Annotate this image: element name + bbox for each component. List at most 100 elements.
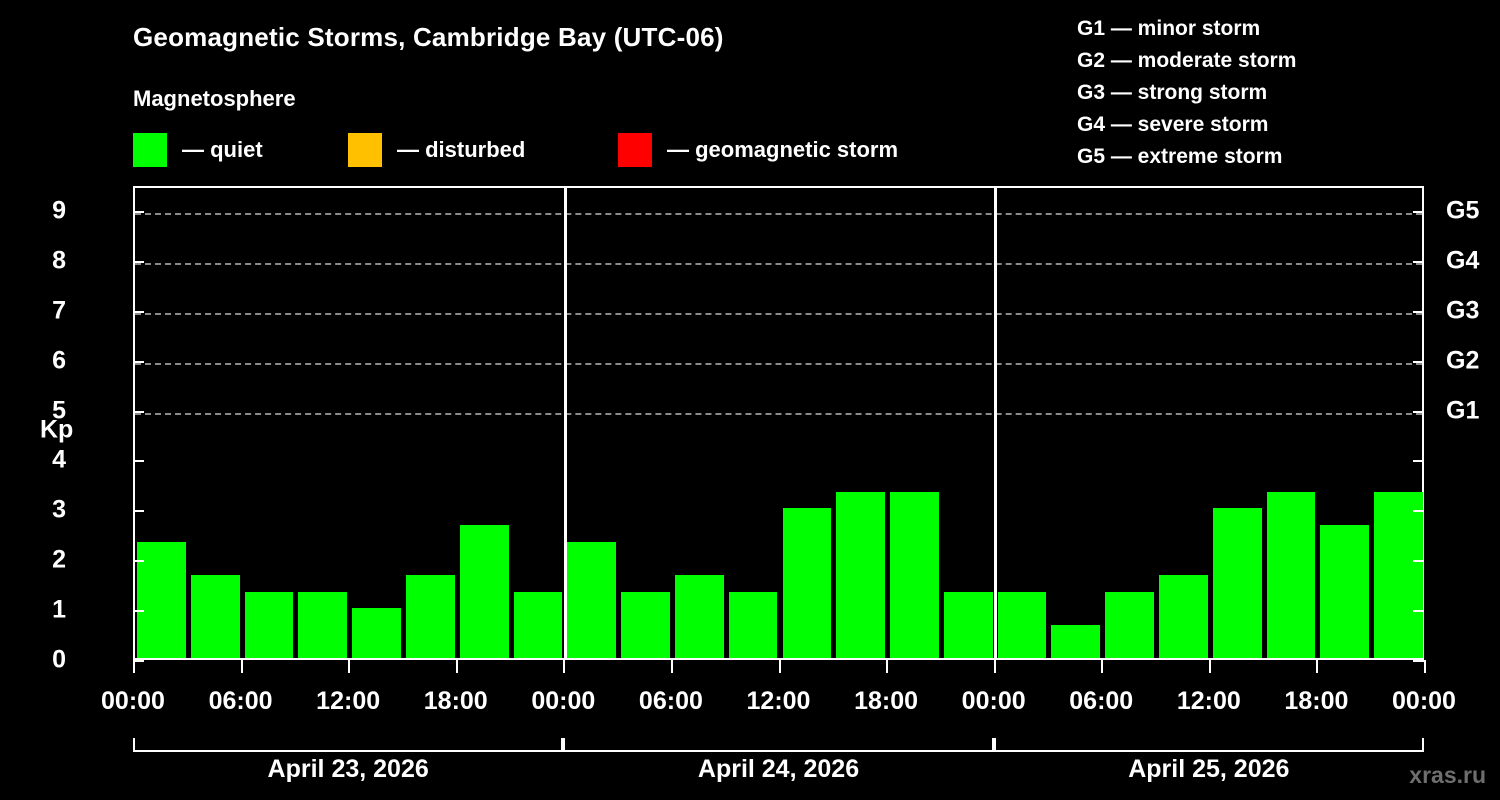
x-tick-label-3: 18:00 — [423, 687, 488, 715]
y-tick-mark-3 — [133, 510, 144, 513]
x-tick-label-10: 12:00 — [1176, 687, 1241, 715]
x-tick-label-2: 12:00 — [316, 687, 381, 715]
legend-swatch-quiet-icon — [133, 133, 167, 167]
y-tick-mark-4 — [133, 460, 144, 463]
bar[interactable] — [1051, 624, 1101, 658]
bar[interactable] — [298, 591, 348, 658]
y-tick-label-2: 2 — [52, 545, 66, 574]
x-tick-label-8: 00:00 — [961, 687, 1026, 715]
bar[interactable] — [459, 524, 509, 658]
x-tick-label-6: 12:00 — [746, 687, 811, 715]
legend-item-label: — disturbed — [397, 137, 526, 162]
y-tick-label-5: 5 — [52, 396, 66, 425]
x-tick-mark-5 — [670, 660, 673, 673]
watermark: xras.ru — [1409, 762, 1486, 788]
x-tick-mark-7 — [886, 660, 889, 673]
legend-item-quiet[interactable]: — quiet — [133, 133, 263, 167]
bar[interactable] — [513, 591, 563, 658]
legend-swatch-geomagnetic-storm-icon — [618, 133, 652, 167]
plot-area — [133, 186, 1424, 660]
x-tick-mark-3 — [455, 660, 458, 673]
y-tick-mark-1 — [133, 610, 144, 613]
y-tick-mark-8 — [133, 260, 144, 263]
y-tick-label-9: 9 — [52, 196, 66, 225]
bar[interactable] — [1159, 574, 1208, 658]
legend-item-disturbed[interactable]: — disturbed — [348, 133, 525, 167]
bar[interactable] — [1374, 491, 1423, 658]
bar[interactable] — [137, 541, 186, 658]
y-tick-label-7: 7 — [52, 296, 66, 325]
bar[interactable] — [352, 608, 401, 658]
bar[interactable] — [836, 491, 886, 658]
y-tick-mark-right-0 — [1413, 660, 1424, 662]
x-tick-mark-8 — [993, 660, 996, 673]
y-tick-mark-2 — [133, 560, 144, 563]
x-tick-label-7: 18:00 — [854, 687, 919, 715]
y-tick-label-4: 4 — [52, 445, 66, 474]
bar[interactable] — [1320, 524, 1370, 658]
g-scale-row-5: G5 — extreme storm — [1077, 145, 1283, 168]
right-axis-tick-G5: G5 — [1446, 196, 1480, 225]
x-tick-mark-6 — [778, 660, 781, 673]
g-scale-row-3: G3 — strong storm — [1077, 81, 1268, 104]
y-tick-label-8: 8 — [52, 246, 66, 275]
x-tick-mark-9 — [1101, 660, 1104, 673]
y-tick-mark-right-1 — [1413, 610, 1424, 613]
x-tick-label-11: 18:00 — [1284, 687, 1349, 715]
bar[interactable] — [782, 508, 832, 658]
x-tick-mark-2 — [348, 660, 351, 673]
x-tick-mark-12 — [1424, 660, 1426, 673]
x-tick-mark-0 — [133, 660, 135, 673]
g-scale-row-2: G2 — moderate storm — [1077, 49, 1297, 72]
x-tick-mark-11 — [1316, 660, 1319, 673]
bar[interactable] — [621, 591, 670, 658]
day-label-1: April 23, 2026 — [267, 755, 429, 783]
gridline-kp-7 — [135, 312, 1422, 315]
y-tick-mark-right-8 — [1413, 260, 1424, 263]
y-tick-mark-right-9 — [1413, 210, 1424, 213]
day-bracket-2 — [563, 738, 994, 752]
day-label-2: April 24, 2026 — [697, 755, 860, 783]
bar[interactable] — [997, 591, 1047, 658]
bar[interactable] — [674, 574, 724, 658]
x-tick-label-12: 00:00 — [1392, 687, 1456, 715]
x-tick-label-5: 06:00 — [638, 687, 703, 715]
magnetosphere-label: Magnetosphere — [133, 86, 296, 111]
day-separator-2 — [994, 188, 998, 658]
bar[interactable] — [1212, 508, 1262, 658]
day-bracket-1 — [133, 738, 564, 752]
gridline-kp-8 — [135, 262, 1422, 265]
y-tick-mark-5 — [133, 410, 144, 413]
x-tick-label-4: 00:00 — [531, 687, 596, 715]
x-tick-mark-1 — [240, 660, 243, 673]
bar[interactable] — [405, 574, 455, 658]
bar[interactable] — [190, 574, 240, 658]
x-tick-label-9: 06:00 — [1069, 687, 1134, 715]
legend-item-geomagnetic-storm[interactable]: — geomagnetic storm — [618, 133, 898, 167]
right-axis-tick-G3: G3 — [1446, 296, 1480, 325]
bar[interactable] — [728, 591, 778, 658]
bar[interactable] — [890, 491, 939, 658]
bar[interactable] — [1266, 491, 1316, 658]
gridline-kp-5 — [135, 412, 1422, 415]
y-tick-mark-right-4 — [1413, 460, 1424, 463]
day-separator-1 — [563, 188, 567, 658]
page-title: Geomagnetic Storms, Cambridge Bay (UTC-0… — [133, 22, 724, 52]
legend-swatch-disturbed-icon — [348, 133, 382, 167]
gridline-kp-9 — [135, 212, 1422, 215]
y-tick-label-6: 6 — [52, 346, 66, 375]
bar[interactable] — [1105, 591, 1155, 658]
bar[interactable] — [244, 591, 294, 658]
bar[interactable] — [943, 591, 993, 658]
y-tick-label-3: 3 — [52, 495, 66, 524]
y-tick-mark-right-7 — [1413, 310, 1424, 313]
y-tick-mark-right-3 — [1413, 510, 1424, 513]
bar[interactable] — [567, 541, 617, 658]
right-axis-tick-G4: G4 — [1446, 246, 1480, 275]
day-bracket-3 — [993, 738, 1424, 752]
x-tick-mark-10 — [1208, 660, 1211, 673]
y-axis-label: Kp — [40, 415, 74, 444]
y-tick-mark-right-2 — [1413, 560, 1424, 563]
legend-item-label: — geomagnetic storm — [667, 137, 899, 162]
